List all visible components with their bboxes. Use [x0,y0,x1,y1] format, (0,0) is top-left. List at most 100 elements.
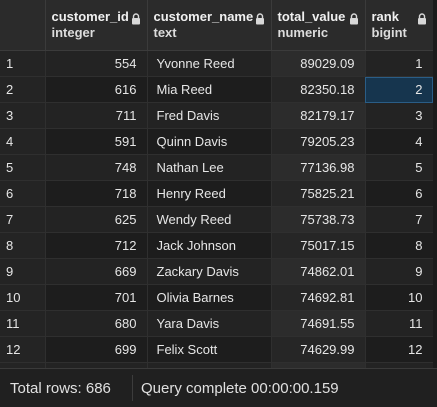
column-type: integer [51,25,95,40]
cell-total-value[interactable]: 75738.73 [271,206,366,233]
row-number[interactable]: 10 [0,284,46,311]
lock-icon [349,13,358,25]
column-name: rank [371,9,399,24]
header-row: customer_id integer customer_name text t… [0,0,434,51]
row-number[interactable]: 3 [0,102,46,129]
select-all-corner[interactable] [0,0,46,51]
table-row[interactable]: 6 718 Henry Reed 75825.21 6 [0,180,434,207]
total-rows-label: Total rows: 686 [10,379,111,397]
table-row[interactable]: 8 712 Jack Johnson 75017.15 8 [0,232,434,259]
cell-customer-name[interactable]: Fred Davis [147,102,272,129]
column-header-customer-name[interactable]: customer_name text [147,0,272,51]
cell-rank[interactable]: 7 [365,206,434,233]
cell-total-value[interactable]: 74691.55 [271,310,366,337]
cell-rank[interactable]: 8 [365,232,434,259]
cell-rank[interactable]: 3 [365,102,434,129]
cell-rank[interactable]: 13 [365,362,434,368]
cell-rank[interactable]: 11 [365,310,434,337]
cell-customer-name[interactable]: Felix Scott [147,336,272,363]
lock-icon [255,13,264,25]
table-row[interactable]: 3 711 Fred Davis 82179.17 3 [0,102,434,129]
column-name: total_value [277,9,346,24]
cell-total-value[interactable]: 74862.01 [271,258,366,285]
cell-customer-id[interactable]: 616 [45,76,148,103]
cell-customer-id[interactable]: 591 [45,128,148,155]
cell-customer-id[interactable]: 680 [45,310,148,337]
cell-total-value[interactable]: 89029.09 [271,50,366,77]
cell-customer-name[interactable]: Quinn Davis [147,128,272,155]
cell-customer-name[interactable]: William Smith [147,362,272,368]
column-header-rank[interactable]: rank bigint [365,0,434,51]
row-number[interactable]: 9 [0,258,46,285]
cell-total-value[interactable]: 74692.81 [271,284,366,311]
row-number[interactable]: 5 [0,154,46,181]
cell-total-value[interactable]: 77136.98 [271,154,366,181]
row-number[interactable]: 8 [0,232,46,259]
table-row[interactable]: 5 748 Nathan Lee 77136.98 5 [0,154,434,181]
cell-customer-id[interactable]: 625 [45,206,148,233]
cell-total-value[interactable]: 74075.08 [271,362,366,368]
cell-rank[interactable]: 12 [365,336,434,363]
lock-icon [131,13,140,25]
cell-customer-name[interactable]: Wendy Reed [147,206,272,233]
cell-rank[interactable]: 9 [365,258,434,285]
row-number[interactable]: 13 [0,362,46,368]
cell-customer-name[interactable]: Zackary Davis [147,258,272,285]
cell-customer-name[interactable]: Yvonne Reed [147,50,272,77]
column-header-total-value[interactable]: total_value numeric [271,0,366,51]
cell-customer-id[interactable]: 748 [45,154,148,181]
cell-customer-id[interactable]: 699 [45,336,148,363]
query-status-label: Query complete 00:00:00.159 [141,379,339,397]
cell-customer-id[interactable]: 554 [45,50,148,77]
cell-customer-name[interactable]: Jack Johnson [147,232,272,259]
vertical-scrollbar[interactable] [433,0,437,368]
cell-total-value[interactable]: 75825.21 [271,180,366,207]
table-row[interactable]: 12 699 Felix Scott 74629.99 12 [0,336,434,363]
cell-customer-id[interactable]: 670 [45,362,148,368]
cell-rank[interactable]: 4 [365,128,434,155]
cell-customer-id[interactable]: 712 [45,232,148,259]
cell-rank[interactable]: 2 [365,76,434,103]
cell-total-value[interactable]: 82350.18 [271,76,366,103]
lock-icon [417,13,426,25]
cell-rank[interactable]: 1 [365,50,434,77]
cell-customer-name[interactable]: Olivia Barnes [147,284,272,311]
cell-customer-id[interactable]: 718 [45,180,148,207]
column-type: numeric [277,25,329,40]
cell-customer-id[interactable]: 669 [45,258,148,285]
cell-total-value[interactable]: 74629.99 [271,336,366,363]
row-number[interactable]: 2 [0,76,46,103]
row-number[interactable]: 6 [0,180,46,207]
row-number[interactable]: 11 [0,310,46,337]
row-number[interactable]: 7 [0,206,46,233]
cell-rank[interactable]: 5 [365,154,434,181]
cell-customer-id[interactable]: 711 [45,102,148,129]
cell-rank[interactable]: 6 [365,180,434,207]
column-type: bigint [371,25,407,40]
table-row[interactable]: 9 669 Zackary Davis 74862.01 9 [0,258,434,285]
cell-customer-name[interactable]: Nathan Lee [147,154,272,181]
column-type: text [153,25,177,40]
table-row[interactable]: 11 680 Yara Davis 74691.55 11 [0,310,434,337]
status-divider [132,375,133,401]
cell-customer-name[interactable]: Henry Reed [147,180,272,207]
column-name: customer_name [153,9,254,24]
column-header-customer-id[interactable]: customer_id integer [45,0,148,51]
table-row[interactable]: 10 701 Olivia Barnes 74692.81 10 [0,284,434,311]
status-bar: Total rows: 686 Query complete 00:00:00.… [0,368,437,407]
cell-total-value[interactable]: 82179.17 [271,102,366,129]
cell-customer-name[interactable]: Yara Davis [147,310,272,337]
table-row[interactable]: 7 625 Wendy Reed 75738.73 7 [0,206,434,233]
table-row[interactable]: 2 616 Mia Reed 82350.18 2 [0,76,434,103]
table-row[interactable]: 4 591 Quinn Davis 79205.23 4 [0,128,434,155]
cell-rank[interactable]: 10 [365,284,434,311]
cell-customer-name[interactable]: Mia Reed [147,76,272,103]
row-number[interactable]: 4 [0,128,46,155]
table-row[interactable]: 13670William Smith74075.0813 [0,362,434,368]
row-number[interactable]: 12 [0,336,46,363]
cell-total-value[interactable]: 79205.23 [271,128,366,155]
table-row[interactable]: 1 554 Yvonne Reed 89029.09 1 [0,50,434,77]
cell-total-value[interactable]: 75017.15 [271,232,366,259]
row-number[interactable]: 1 [0,50,46,77]
cell-customer-id[interactable]: 701 [45,284,148,311]
